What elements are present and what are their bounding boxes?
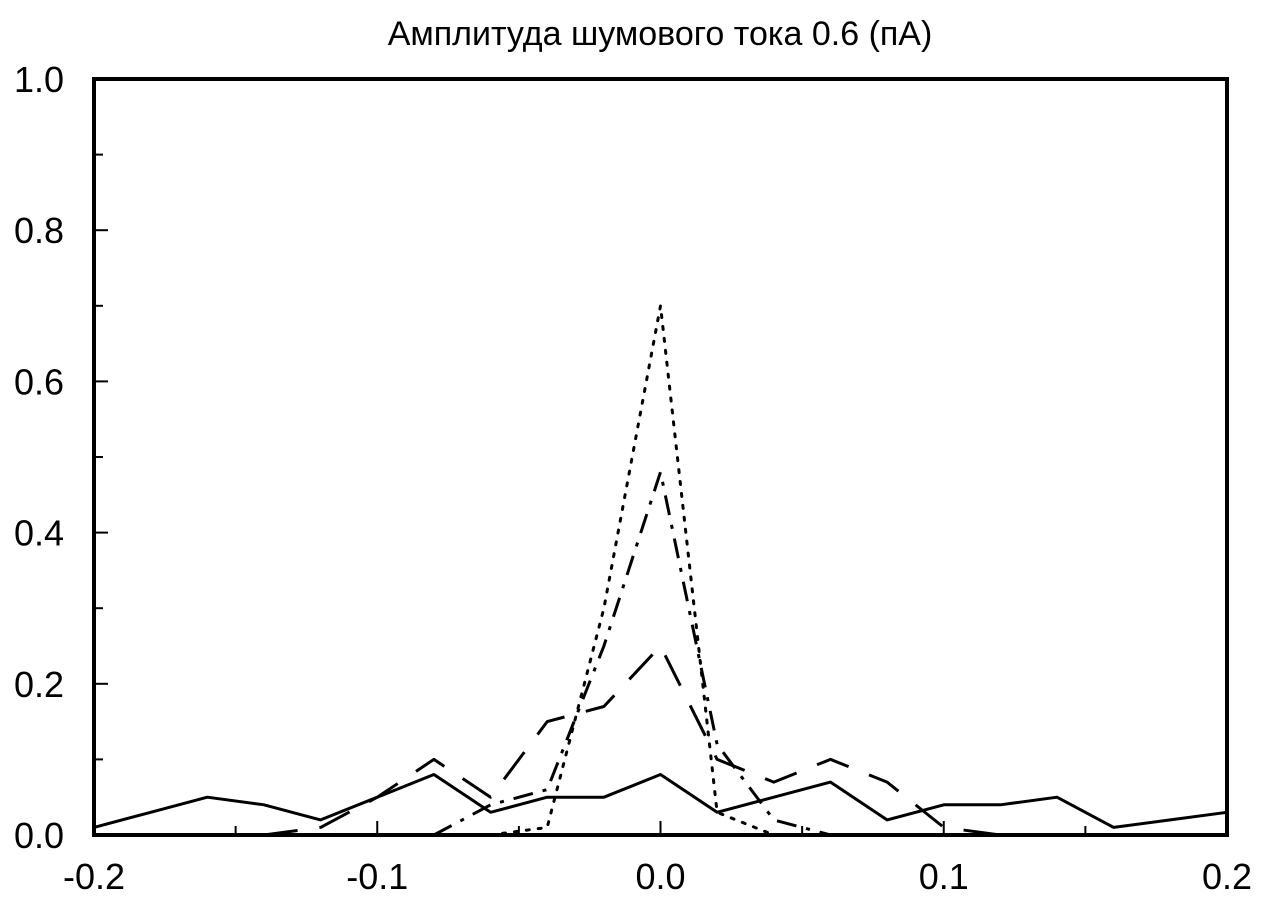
series-group	[93, 304, 1228, 837]
x-tick-label: 0.2	[1202, 856, 1252, 897]
y-tick-label: 1.0	[14, 59, 64, 100]
axis-ticks	[93, 78, 1228, 836]
y-tick-label: 0.0	[14, 815, 64, 856]
x-tick-label: -0.2	[63, 856, 125, 897]
series-line-dotted	[489, 304, 832, 837]
series-line-dash-dot	[433, 470, 831, 837]
y-tick-label: 0.6	[14, 361, 64, 402]
x-tick-label: 0.1	[919, 856, 969, 897]
x-tick-label: 0.0	[635, 856, 685, 897]
chart-title: Амплитуда шумового тока 0.6 (пА)	[388, 15, 933, 53]
y-tick-label: 0.8	[14, 210, 64, 251]
plot-frame	[92, 77, 1229, 837]
series-line-solid	[93, 773, 1228, 829]
y-tick-label: 0.4	[14, 513, 64, 554]
tick-labels: 0.0 0.2 0.4 0.6 0.8 1.0 -0.2 -0.1 0.0 0.1 0.2	[14, 59, 1252, 897]
series-line-long-dash	[263, 644, 1001, 837]
y-tick-label: 0.2	[14, 664, 64, 705]
x-tick-label: -0.1	[346, 856, 408, 897]
